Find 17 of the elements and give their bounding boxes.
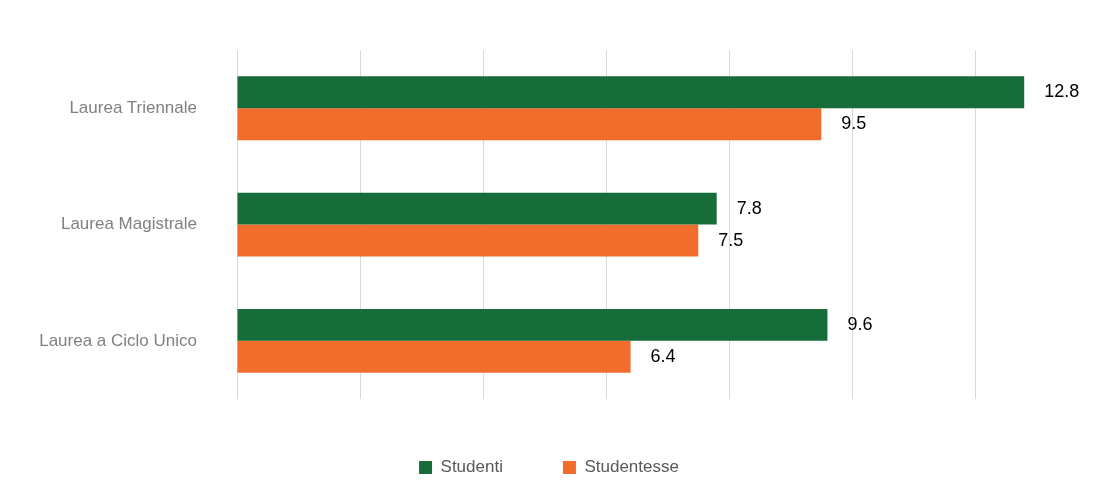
- bar: [237, 308, 828, 341]
- bar: [237, 108, 822, 141]
- legend-label: Studentesse: [584, 457, 679, 477]
- legend-label: Studenti: [440, 457, 503, 477]
- bar: [237, 224, 699, 257]
- bar: [237, 192, 717, 225]
- y-tick-label: Laurea a Ciclo Unico: [39, 330, 197, 350]
- data-label: 9.6: [847, 313, 873, 334]
- y-tick-label: Laurea Magistrale: [60, 214, 197, 234]
- y-tick-label: Laurea Triennale: [69, 98, 197, 118]
- data-label: 12.8: [1044, 81, 1080, 102]
- bar: [237, 340, 631, 373]
- data-label: 9.5: [841, 113, 867, 134]
- data-label: 7.8: [736, 197, 762, 218]
- data-label: 6.4: [650, 345, 676, 366]
- bar: [237, 76, 1025, 109]
- data-label: 7.5: [718, 229, 744, 250]
